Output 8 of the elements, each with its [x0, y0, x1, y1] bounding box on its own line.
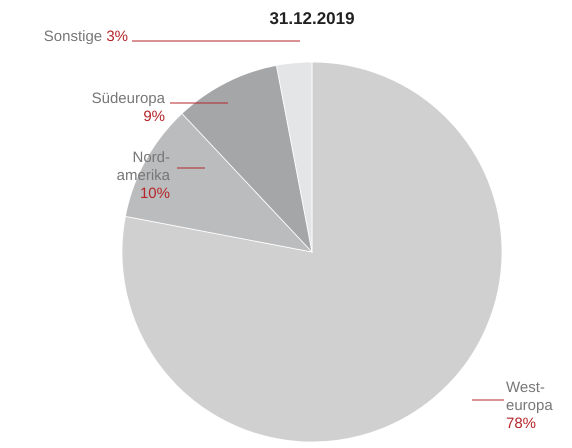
data-label: 78%: [506, 415, 536, 432]
slice-label: West- europa: [506, 379, 554, 414]
chart-title: 31.12.2019: [269, 9, 355, 28]
data-label: 9%: [143, 108, 165, 125]
slice-label: Südeuropa: [92, 90, 166, 107]
data-label: 3%: [106, 28, 128, 45]
slice-label: Sonstige: [44, 28, 106, 45]
data-label: 10%: [140, 185, 170, 202]
